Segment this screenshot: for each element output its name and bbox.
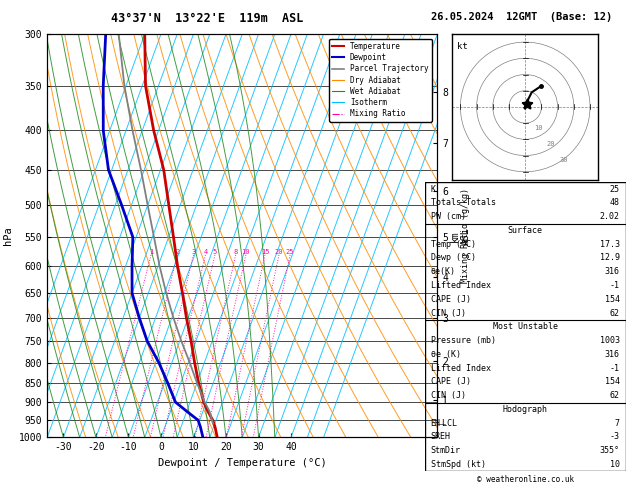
Text: Mixing Ratio (g/kg): Mixing Ratio (g/kg)	[461, 188, 470, 283]
Text: Pressure (mb): Pressure (mb)	[431, 336, 496, 345]
Text: θe(K): θe(K)	[431, 267, 455, 276]
Text: PW (cm): PW (cm)	[431, 212, 465, 221]
Text: kt: kt	[457, 42, 468, 51]
Legend: Temperature, Dewpoint, Parcel Trajectory, Dry Adiabat, Wet Adiabat, Isotherm, Mi: Temperature, Dewpoint, Parcel Trajectory…	[330, 39, 431, 122]
Text: 10: 10	[610, 460, 620, 469]
Text: CAPE (J): CAPE (J)	[431, 378, 470, 386]
Text: Lifted Index: Lifted Index	[431, 281, 491, 290]
Text: 3: 3	[191, 249, 196, 255]
Text: 30: 30	[560, 157, 569, 163]
Text: -1: -1	[610, 364, 620, 373]
Text: 8: 8	[233, 249, 238, 255]
Text: 2.02: 2.02	[600, 212, 620, 221]
Text: 10: 10	[534, 124, 542, 131]
Text: 20: 20	[275, 249, 283, 255]
Text: Lifted Index: Lifted Index	[431, 364, 491, 373]
Text: 1: 1	[149, 249, 153, 255]
Text: -3: -3	[610, 433, 620, 441]
Text: Hodograph: Hodograph	[503, 405, 548, 414]
Text: 154: 154	[605, 295, 620, 304]
X-axis label: Dewpoint / Temperature (°C): Dewpoint / Temperature (°C)	[158, 458, 326, 468]
Text: StmDir: StmDir	[431, 446, 460, 455]
Text: StmSpd (kt): StmSpd (kt)	[431, 460, 486, 469]
Text: 316: 316	[605, 350, 620, 359]
Text: Dewp (°C): Dewp (°C)	[431, 254, 476, 262]
Text: Surface: Surface	[508, 226, 543, 235]
Text: 4: 4	[203, 249, 208, 255]
Text: LCL: LCL	[437, 419, 457, 428]
Text: EH: EH	[431, 419, 440, 428]
Text: 62: 62	[610, 391, 620, 400]
Text: 20: 20	[547, 141, 555, 147]
Text: CIN (J): CIN (J)	[431, 309, 465, 317]
Text: 26.05.2024  12GMT  (Base: 12): 26.05.2024 12GMT (Base: 12)	[431, 12, 613, 22]
Text: 62: 62	[610, 309, 620, 317]
Text: θe (K): θe (K)	[431, 350, 460, 359]
Text: 48: 48	[610, 198, 620, 208]
Text: 12.9: 12.9	[600, 254, 620, 262]
Text: Temp (°C): Temp (°C)	[431, 240, 476, 249]
Text: 2: 2	[175, 249, 179, 255]
Text: 316: 316	[605, 267, 620, 276]
Text: 15: 15	[260, 249, 269, 255]
Text: 154: 154	[605, 378, 620, 386]
Text: 25: 25	[610, 185, 620, 193]
Text: 7: 7	[615, 419, 620, 428]
Text: K: K	[431, 185, 436, 193]
Text: SREH: SREH	[431, 433, 450, 441]
Text: 355°: 355°	[600, 446, 620, 455]
Text: CIN (J): CIN (J)	[431, 391, 465, 400]
Text: -1: -1	[610, 281, 620, 290]
Text: 17.3: 17.3	[600, 240, 620, 249]
Text: CAPE (J): CAPE (J)	[431, 295, 470, 304]
Text: Totals Totals: Totals Totals	[431, 198, 496, 208]
Y-axis label: hPa: hPa	[3, 226, 13, 245]
Text: 5: 5	[213, 249, 217, 255]
Y-axis label: km
ASL: km ASL	[450, 227, 471, 244]
Text: © weatheronline.co.uk: © weatheronline.co.uk	[477, 474, 574, 484]
Text: 25: 25	[286, 249, 294, 255]
Text: Most Unstable: Most Unstable	[493, 322, 558, 331]
Text: 1003: 1003	[600, 336, 620, 345]
Text: 10: 10	[242, 249, 250, 255]
Text: 43°37'N  13°22'E  119m  ASL: 43°37'N 13°22'E 119m ASL	[111, 12, 304, 25]
